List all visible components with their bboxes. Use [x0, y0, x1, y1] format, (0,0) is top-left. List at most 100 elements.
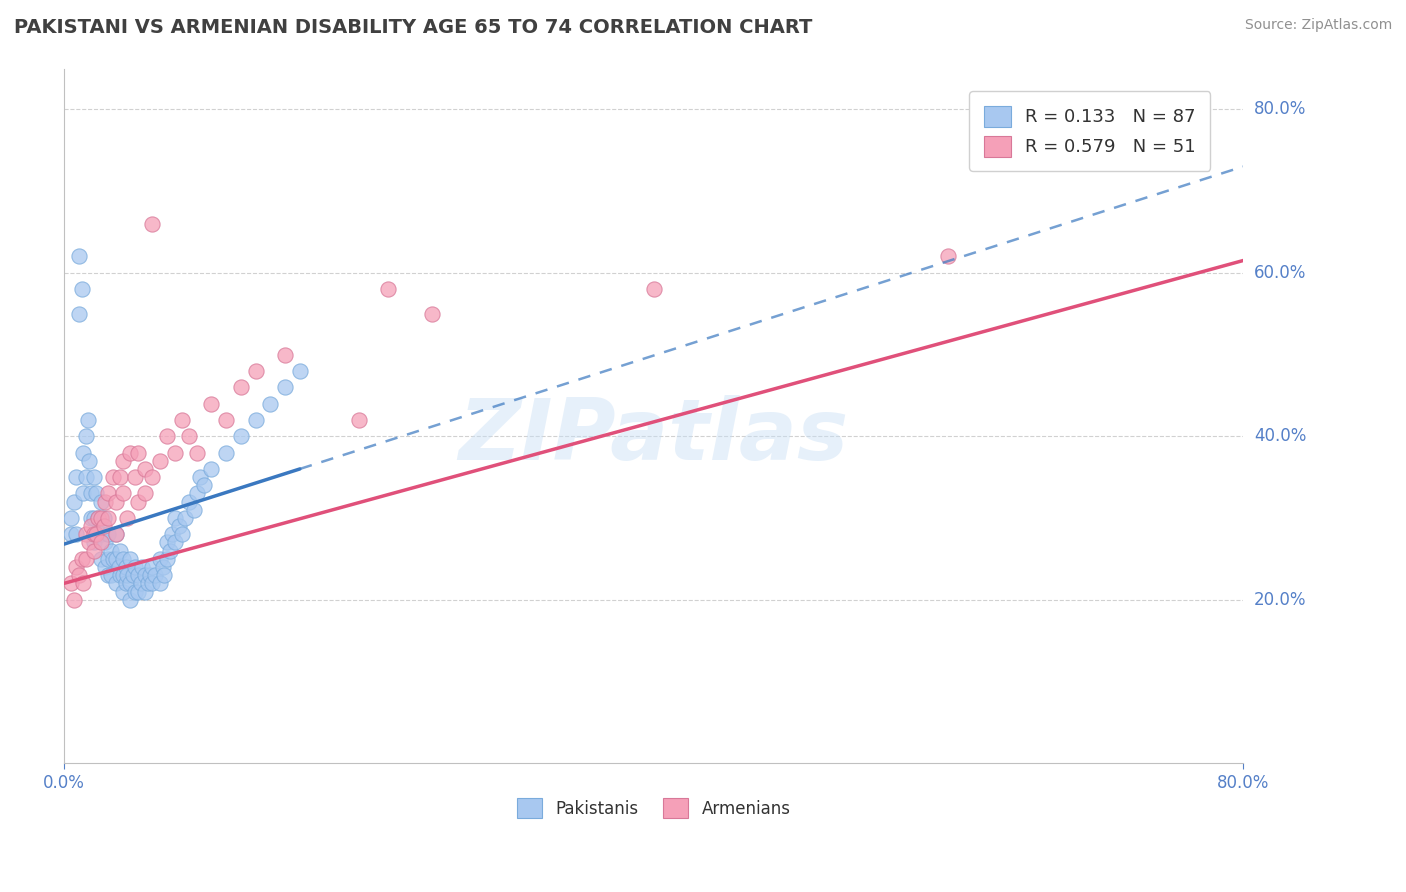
Point — [63, 494, 86, 508]
Point — [107, 560, 129, 574]
Point — [138, 568, 160, 582]
Point — [83, 470, 105, 484]
Point — [104, 494, 127, 508]
Point — [156, 429, 179, 443]
Point — [124, 584, 146, 599]
Point — [117, 511, 139, 525]
Point — [160, 527, 183, 541]
Point — [90, 511, 112, 525]
Point — [93, 511, 115, 525]
Point — [70, 551, 93, 566]
Point — [72, 445, 94, 459]
Point — [111, 486, 134, 500]
Point — [79, 511, 101, 525]
Point — [101, 470, 124, 484]
Point — [179, 429, 201, 443]
Point — [60, 576, 83, 591]
Point — [90, 551, 112, 566]
Point — [215, 445, 238, 459]
Point — [643, 282, 665, 296]
Point — [229, 429, 252, 443]
Point — [63, 592, 86, 607]
Point — [104, 551, 127, 566]
Point — [87, 511, 110, 525]
Point — [104, 527, 127, 541]
Point — [67, 307, 90, 321]
Point — [288, 364, 311, 378]
Point — [936, 250, 959, 264]
Point — [134, 486, 156, 500]
Point — [153, 568, 176, 582]
Point — [77, 454, 100, 468]
Point — [134, 462, 156, 476]
Point — [115, 576, 138, 591]
Point — [163, 535, 186, 549]
Point — [186, 486, 208, 500]
Point — [101, 551, 124, 566]
Point — [79, 486, 101, 500]
Point — [65, 560, 87, 574]
Point — [149, 454, 172, 468]
Point — [86, 486, 108, 500]
Point — [72, 576, 94, 591]
Point — [141, 217, 163, 231]
Point — [215, 413, 238, 427]
Point — [111, 584, 134, 599]
Point — [97, 511, 120, 525]
Point — [129, 576, 152, 591]
Point — [83, 535, 105, 549]
Point — [170, 527, 193, 541]
Point — [100, 543, 122, 558]
Point — [70, 282, 93, 296]
Point — [170, 413, 193, 427]
Point — [100, 568, 122, 582]
Point — [141, 576, 163, 591]
Point — [77, 535, 100, 549]
Point — [83, 543, 105, 558]
Point — [111, 454, 134, 468]
Point — [94, 494, 117, 508]
Point — [127, 568, 149, 582]
Point — [93, 519, 115, 533]
Point — [163, 511, 186, 525]
Point — [156, 551, 179, 566]
Legend: Pakistanis, Armenians: Pakistanis, Armenians — [510, 792, 797, 824]
Point — [97, 486, 120, 500]
Point — [179, 494, 201, 508]
Point — [104, 527, 127, 541]
Point — [167, 519, 190, 533]
Point — [76, 413, 98, 427]
Point — [274, 347, 297, 361]
Point — [83, 527, 105, 541]
Point — [122, 568, 145, 582]
Point — [90, 535, 112, 549]
Point — [65, 470, 87, 484]
Point — [117, 568, 139, 582]
Text: Source: ZipAtlas.com: Source: ZipAtlas.com — [1244, 18, 1392, 32]
Point — [108, 543, 131, 558]
Point — [75, 429, 97, 443]
Point — [94, 560, 117, 574]
Text: PAKISTANI VS ARMENIAN DISABILITY AGE 65 TO 74 CORRELATION CHART: PAKISTANI VS ARMENIAN DISABILITY AGE 65 … — [14, 18, 813, 37]
Point — [174, 511, 197, 525]
Point — [67, 250, 90, 264]
Point — [229, 380, 252, 394]
Point — [97, 527, 120, 541]
Text: ZIPatlas: ZIPatlas — [458, 395, 849, 478]
Text: 80.0%: 80.0% — [1254, 101, 1306, 119]
Point — [60, 511, 83, 525]
Point — [188, 470, 211, 484]
Point — [152, 560, 174, 574]
Point — [136, 576, 159, 591]
Point — [156, 535, 179, 549]
Point — [65, 527, 87, 541]
Point — [186, 445, 208, 459]
Point — [377, 282, 399, 296]
Point — [200, 462, 222, 476]
Point — [83, 511, 105, 525]
Point — [67, 568, 90, 582]
Point — [183, 503, 205, 517]
Point — [75, 470, 97, 484]
Point — [87, 511, 110, 525]
Point — [111, 568, 134, 582]
